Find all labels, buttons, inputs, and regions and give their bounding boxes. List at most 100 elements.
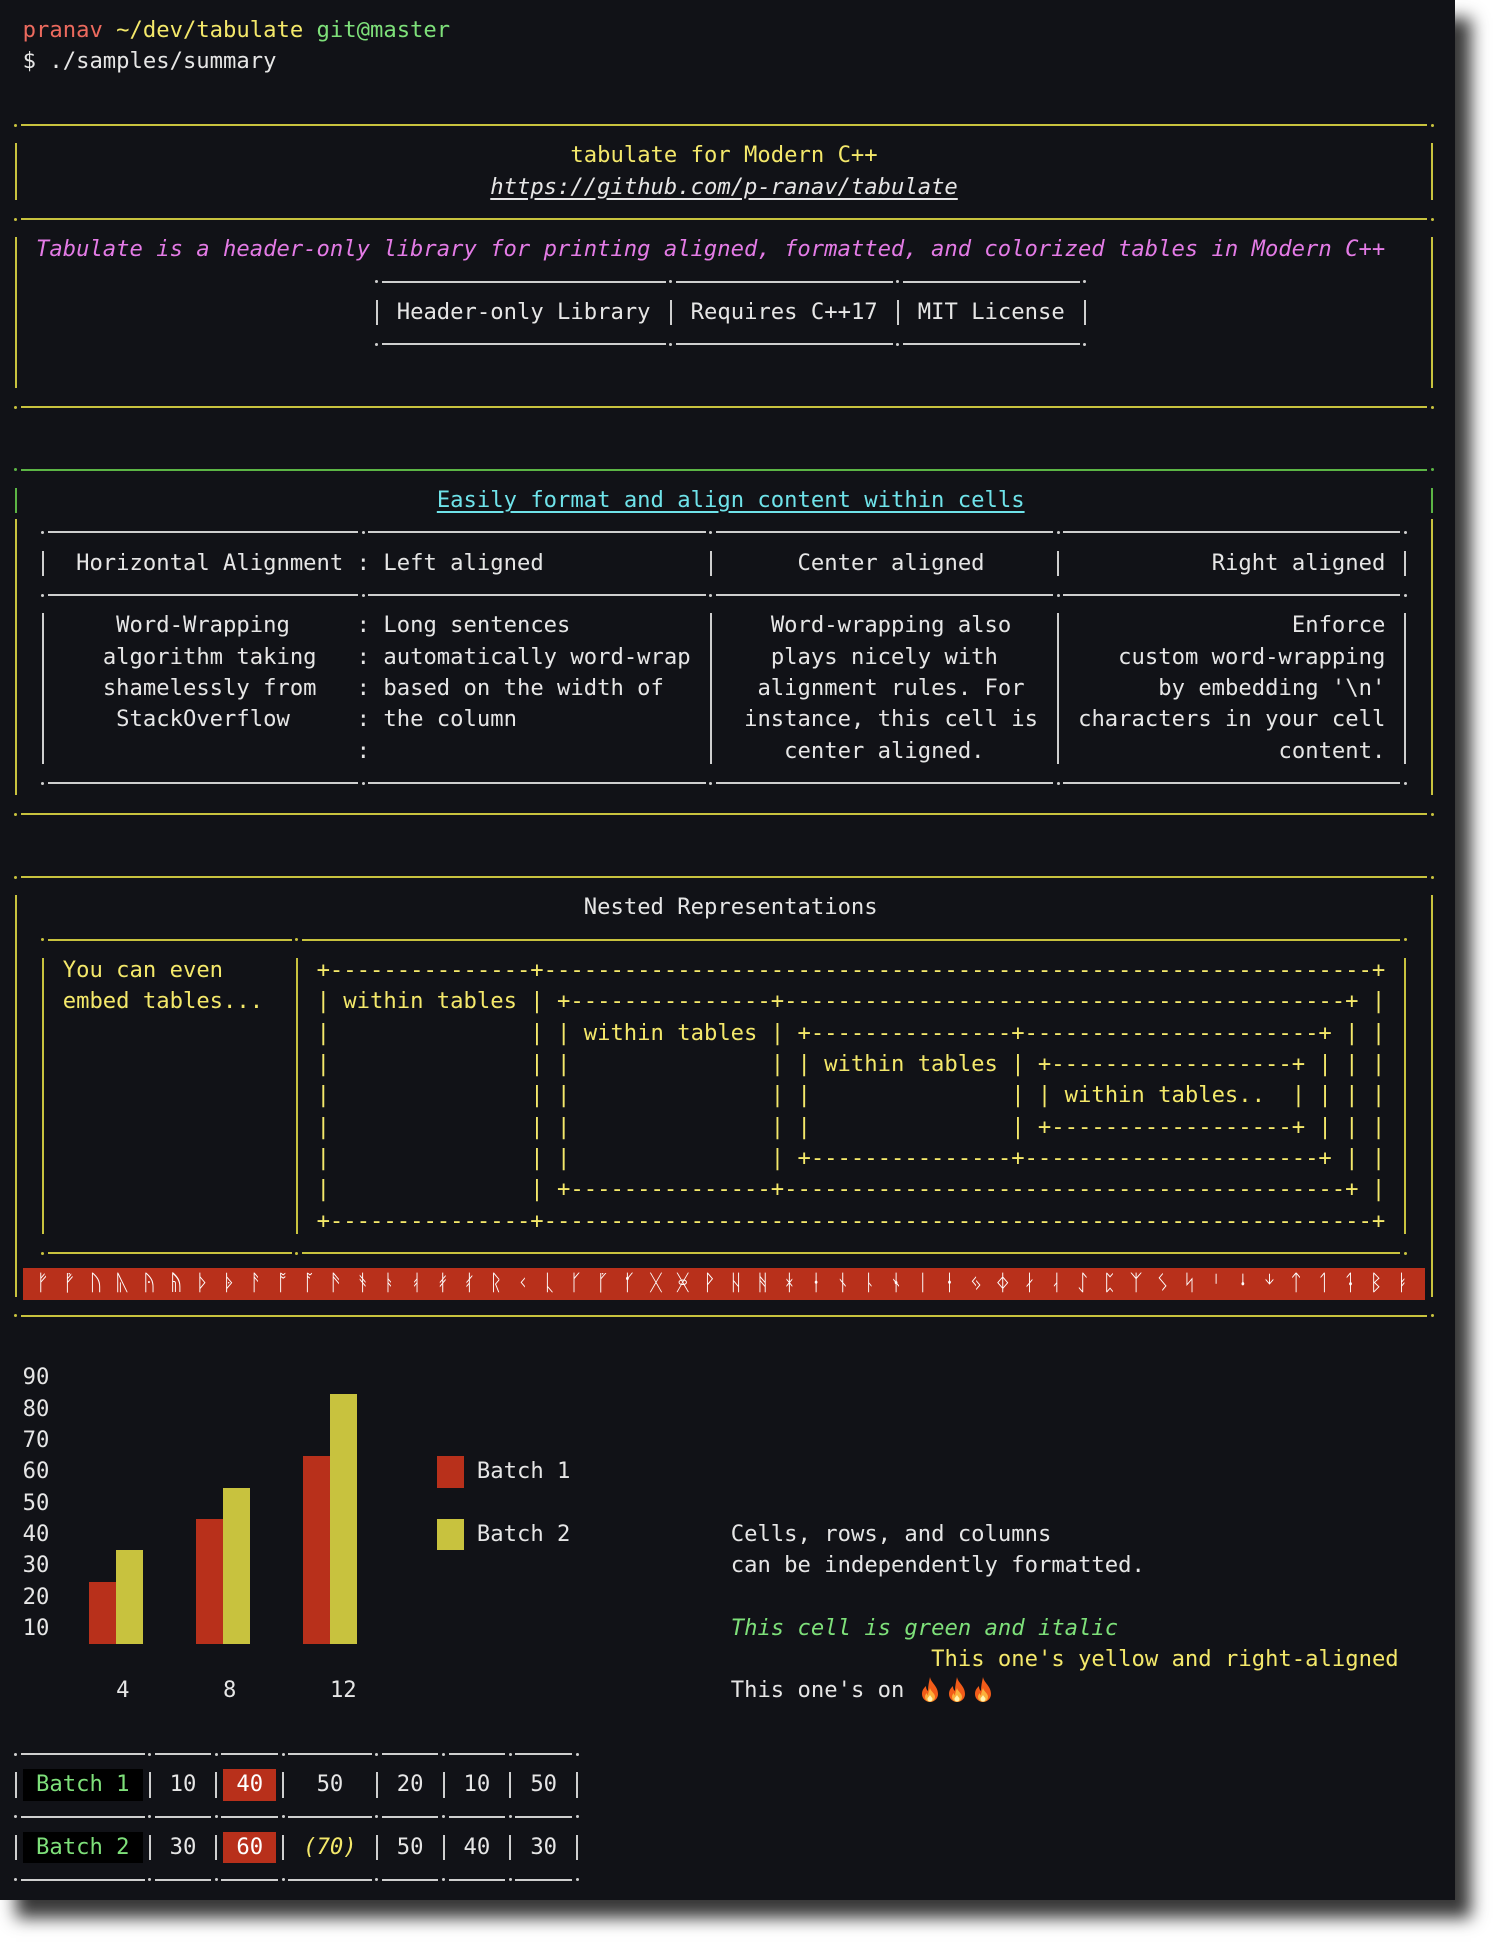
bar-batch-2 [329, 1393, 357, 1645]
vertical-border [1431, 487, 1434, 514]
horizontal-border [20, 813, 1428, 816]
border-corner-dot [214, 1752, 218, 1756]
border-corner-dot [709, 593, 713, 597]
cell-c-line: center aligned. [784, 737, 985, 764]
column-separator: : [356, 549, 371, 576]
vertical-border [148, 1835, 151, 1861]
border-corner-dot [14, 875, 18, 879]
feature-header-only: Header-only Library [396, 298, 651, 325]
horizontal-border [47, 938, 292, 941]
horizontal-border [20, 124, 1428, 127]
horizontal-border [515, 1815, 573, 1818]
border-corner-dot [148, 1752, 152, 1756]
border-corner-dot [896, 280, 900, 284]
bar-batch-1 [196, 1518, 224, 1645]
horizontal-border [381, 343, 666, 346]
format-title: Easily format and align content within c… [436, 486, 1025, 513]
vertical-border [1431, 519, 1434, 796]
repo-link[interactable]: https://github.com/p-ranav/tabulate [490, 173, 958, 200]
border-corner-dot [14, 217, 18, 221]
y-tick-label: 70 [22, 1426, 50, 1453]
vertical-border [1404, 550, 1407, 576]
legend-swatch-batch-2 [436, 1518, 464, 1551]
border-corner-dot [14, 1878, 18, 1882]
horizontal-border [20, 218, 1428, 221]
formatting-line: can be independently formatted. [730, 1552, 1145, 1579]
vertical-border [509, 1772, 512, 1798]
y-tick-label: 20 [22, 1583, 50, 1610]
batch-1-label: Batch 1 [22, 1769, 143, 1801]
vertical-border [295, 957, 298, 1234]
column-separator: : [356, 674, 371, 701]
horizontal-border [221, 1878, 279, 1881]
border-corner-dot [14, 812, 18, 816]
horizontal-border [20, 406, 1428, 409]
horizontal-border [154, 1753, 212, 1756]
vertical-border [1057, 613, 1060, 764]
border-corner-dot [709, 530, 713, 534]
y-tick-label: 30 [22, 1552, 50, 1579]
nested-ascii-line: | | +---------------+-------------------… [316, 1176, 1386, 1203]
border-corner-dot [148, 1878, 152, 1882]
nested-ascii-line: | | | | +---------------+---------------… [316, 1144, 1386, 1171]
feature-license: MIT License [917, 298, 1065, 325]
horizontal-border [47, 531, 359, 534]
border-corner-dot [41, 593, 45, 597]
vertical-border [1404, 613, 1407, 764]
vertical-border [375, 299, 378, 326]
horizontal-border [448, 1753, 506, 1756]
border-corner-dot [281, 1815, 285, 1819]
border-corner-dot [148, 1815, 152, 1819]
border-corner-dot [1430, 405, 1434, 409]
fire-icon [945, 1676, 969, 1704]
shell-prompt: pranav ~/dev/tabulate git@master [23, 15, 450, 46]
border-corner-dot [41, 530, 45, 534]
on-fire-text: This one's on [730, 1677, 905, 1704]
border-corner-dot [442, 1815, 445, 1819]
batch-1-value-highlight: 40 [223, 1769, 277, 1801]
horizontal-border [448, 1815, 506, 1818]
border-corner-dot [295, 938, 299, 942]
y-tick-label: 60 [22, 1458, 50, 1485]
border-corner-dot [1083, 280, 1087, 284]
header-center-aligned: Center aligned [797, 549, 985, 576]
vertical-border [442, 1835, 445, 1861]
border-corner-dot [1403, 1251, 1407, 1255]
nested-ascii-line: | within tables | +---------------+-----… [316, 988, 1386, 1015]
cell-a-line: StackOverflow [116, 706, 290, 733]
border-corner-dot [669, 280, 673, 284]
horizontal-border [902, 343, 1080, 346]
nested-ascii-line: | | | | | within tables | +-------------… [316, 1050, 1386, 1077]
border-corner-dot [41, 938, 45, 942]
border-corner-dot [1083, 342, 1087, 346]
vertical-border [282, 1835, 285, 1861]
nested-ascii-line: | | | | | | +------------------+ | | | [316, 1113, 1386, 1140]
prompt-branch: git@master [303, 17, 451, 43]
cell-d-line: by embedding '\n' [1158, 674, 1386, 701]
bar-batch-2 [116, 1550, 143, 1645]
runic-row: ᚠ ᚡ ᚢ ᚣ ᚤ ᚥ ᚦ ᚧ ᚨ ᚩ ᚪ ᚫ ᚬ ᚭ ᚮ ᚯ ᚰ ᚱ ᚲ ᚳ … [22, 1268, 1426, 1300]
border-corner-dot [41, 1251, 45, 1255]
horizontal-border [381, 280, 666, 283]
border-corner-dot [214, 1815, 218, 1819]
x-tick-label: 8 [223, 1677, 237, 1704]
vertical-border [1057, 550, 1060, 576]
border-corner-dot [1056, 593, 1060, 597]
vertical-border [576, 1835, 579, 1861]
cell-c-line: Word-wrapping also [770, 612, 1012, 639]
border-corner-dot [1430, 812, 1434, 816]
batch-2-value: 40 [463, 1834, 491, 1861]
border-corner-dot [1056, 530, 1060, 534]
cell-d-line: characters in your cell [1078, 706, 1386, 733]
y-tick-label: 40 [22, 1520, 50, 1547]
bar-batch-1 [303, 1456, 330, 1645]
summary-title: tabulate for Modern C++ [570, 142, 878, 169]
y-tick-label: 50 [22, 1489, 50, 1516]
bar-batch-1 [89, 1581, 117, 1645]
column-separator: : [356, 737, 371, 764]
nested-left-line: You can even [62, 956, 224, 983]
vertical-border [14, 1835, 17, 1861]
border-corner-dot [1403, 781, 1407, 785]
cell-c-line: plays nicely with [770, 643, 998, 670]
horizontal-border [1063, 531, 1401, 534]
